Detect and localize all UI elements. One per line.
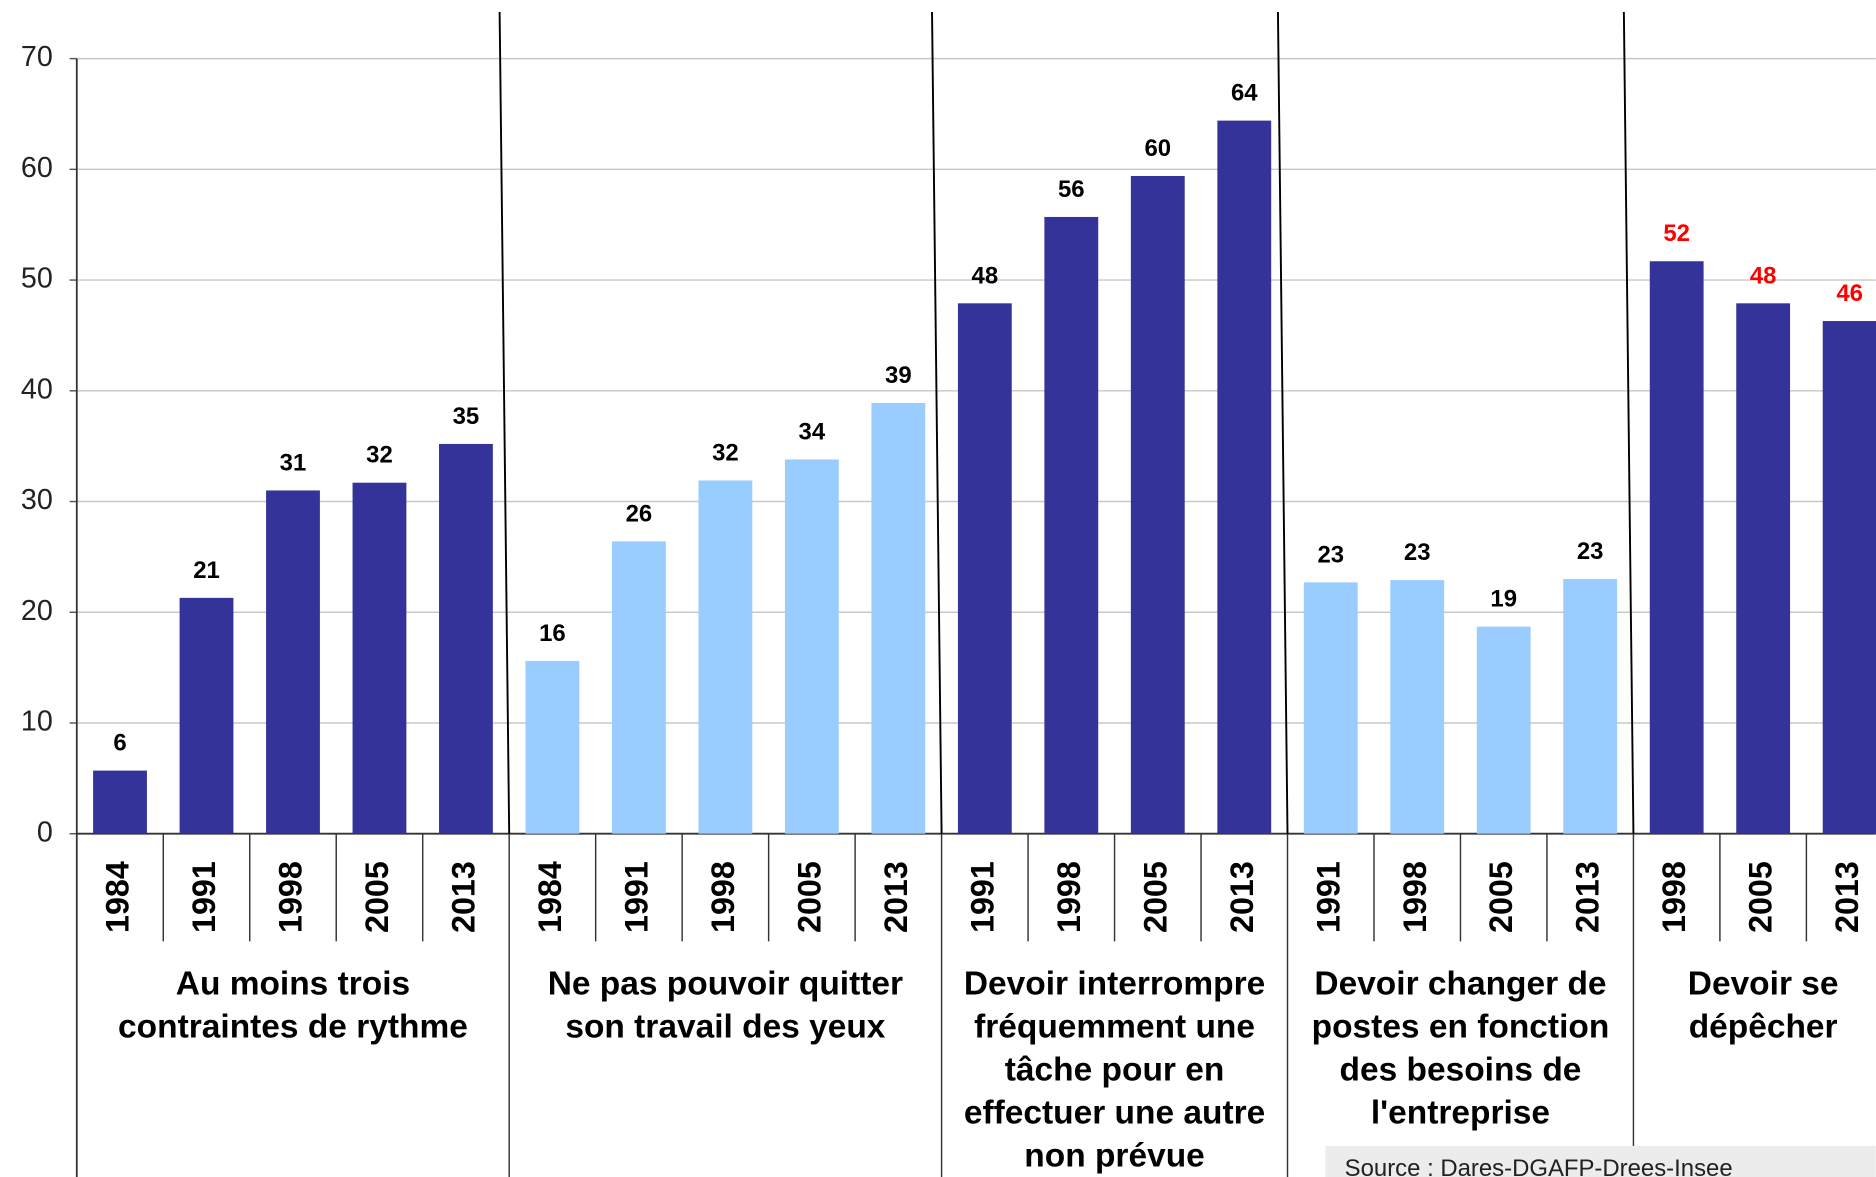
- bar: [1563, 579, 1618, 834]
- bar: [1044, 216, 1099, 834]
- bar: [957, 303, 1012, 834]
- data-label: 52: [1663, 220, 1690, 247]
- group-separator: [498, 11, 511, 834]
- data-label: 31: [280, 449, 307, 476]
- data-label: 64: [1231, 80, 1258, 107]
- group-separator: [1276, 11, 1289, 834]
- data-label: 19: [1490, 586, 1517, 613]
- data-label: 34: [799, 418, 826, 445]
- bar: [179, 597, 234, 834]
- y-tick-label: 30: [21, 484, 53, 516]
- bar: [1217, 120, 1272, 834]
- data-label: 56: [1058, 176, 1085, 203]
- x-tick-label: 1991: [186, 861, 222, 933]
- bar: [1390, 580, 1445, 834]
- x-tick-label: 2005: [1137, 861, 1173, 933]
- x-tick-label: 2013: [1224, 861, 1260, 933]
- data-label: 60: [1144, 135, 1171, 162]
- group-label: fréquemment une: [974, 1009, 1255, 1046]
- group-label: Devoir interrompre: [964, 965, 1265, 1002]
- x-tick-label: 1991: [618, 861, 654, 933]
- x-tick-label: 1991: [1310, 861, 1346, 933]
- bar: [1736, 303, 1791, 834]
- y-tick-label: 50: [21, 263, 53, 295]
- group-label: Au moins trois: [176, 965, 410, 1002]
- group-label: dépêcher: [1689, 1009, 1838, 1046]
- source: Source : Dares-DGAFP-Drees-Insee: [1345, 1155, 1733, 1177]
- bar: [93, 770, 147, 834]
- x-tick-label: 1998: [1397, 861, 1433, 933]
- x-tick-label: 2013: [445, 861, 481, 933]
- data-label: 26: [626, 500, 653, 527]
- x-tick-label: 1998: [1656, 861, 1692, 933]
- data-label: 39: [885, 362, 912, 389]
- y-tick-label: 70: [21, 41, 53, 73]
- bar: [439, 443, 493, 834]
- bar: [1822, 321, 1876, 834]
- group-label: postes en fonction: [1312, 1009, 1610, 1046]
- data-label: 32: [366, 442, 393, 469]
- y-tick-label: 60: [21, 152, 53, 184]
- group-label: Devoir changer de: [1314, 965, 1606, 1002]
- x-tick-label: 1984: [532, 861, 568, 933]
- y-tick-label: 20: [21, 595, 53, 627]
- data-label: 32: [712, 439, 739, 466]
- y-tick-label: 10: [21, 706, 53, 738]
- x-tick-label: 2013: [878, 861, 914, 933]
- group-separator: [931, 11, 943, 834]
- bar: [871, 402, 926, 834]
- group-label: Devoir se: [1688, 965, 1839, 1002]
- bar: [525, 660, 580, 834]
- group-label: des besoins de: [1340, 1052, 1582, 1089]
- data-label: 48: [1750, 262, 1777, 289]
- group-label: tâche pour en: [1005, 1052, 1225, 1089]
- x-tick-label: 2013: [1570, 861, 1606, 933]
- data-label: 23: [1317, 541, 1344, 568]
- data-label: 35: [453, 403, 480, 430]
- x-tick-label: 2005: [1743, 861, 1779, 933]
- bar: [611, 541, 666, 834]
- x-tick-label: 1991: [964, 861, 1000, 933]
- source-box: [1325, 1145, 1876, 1177]
- group-label: contraintes de rythme: [118, 1009, 468, 1046]
- x-tick-label: 1984: [100, 861, 136, 933]
- x-tick-label: 2005: [791, 861, 827, 933]
- data-label: 46: [1836, 280, 1863, 307]
- bar: [1476, 626, 1531, 834]
- group-label: effectuer une autre: [964, 1095, 1265, 1132]
- bar: [1649, 261, 1704, 834]
- data-label: 21: [193, 557, 220, 584]
- bar: [352, 482, 407, 834]
- group-separator: [1622, 11, 1635, 834]
- bar: [1130, 175, 1185, 834]
- bar: [1303, 582, 1358, 834]
- data-label: 6: [113, 730, 126, 757]
- data-label: 23: [1577, 538, 1604, 565]
- x-tick-label: 1998: [705, 861, 741, 933]
- data-label: 16: [539, 620, 566, 647]
- x-tick-label: 1998: [1051, 861, 1087, 933]
- data-label: 23: [1404, 539, 1431, 566]
- group-label: Ne pas pouvoir quitter: [548, 965, 903, 1002]
- group-label: non prévue: [1024, 1138, 1204, 1175]
- x-tick-label: 2005: [359, 861, 395, 933]
- x-tick-label: 1998: [273, 861, 309, 933]
- x-tick-label: 2013: [1829, 861, 1865, 933]
- bar: [784, 459, 839, 834]
- y-tick-label: 40: [21, 373, 53, 405]
- x-tick-label: 2005: [1483, 861, 1519, 933]
- group-label: l'entreprise: [1371, 1095, 1550, 1132]
- data-label: 48: [972, 262, 999, 289]
- bar: [698, 480, 753, 834]
- group-label: son travail des yeux: [565, 1009, 885, 1046]
- y-tick-label: 0: [37, 816, 53, 848]
- bar: [266, 490, 320, 834]
